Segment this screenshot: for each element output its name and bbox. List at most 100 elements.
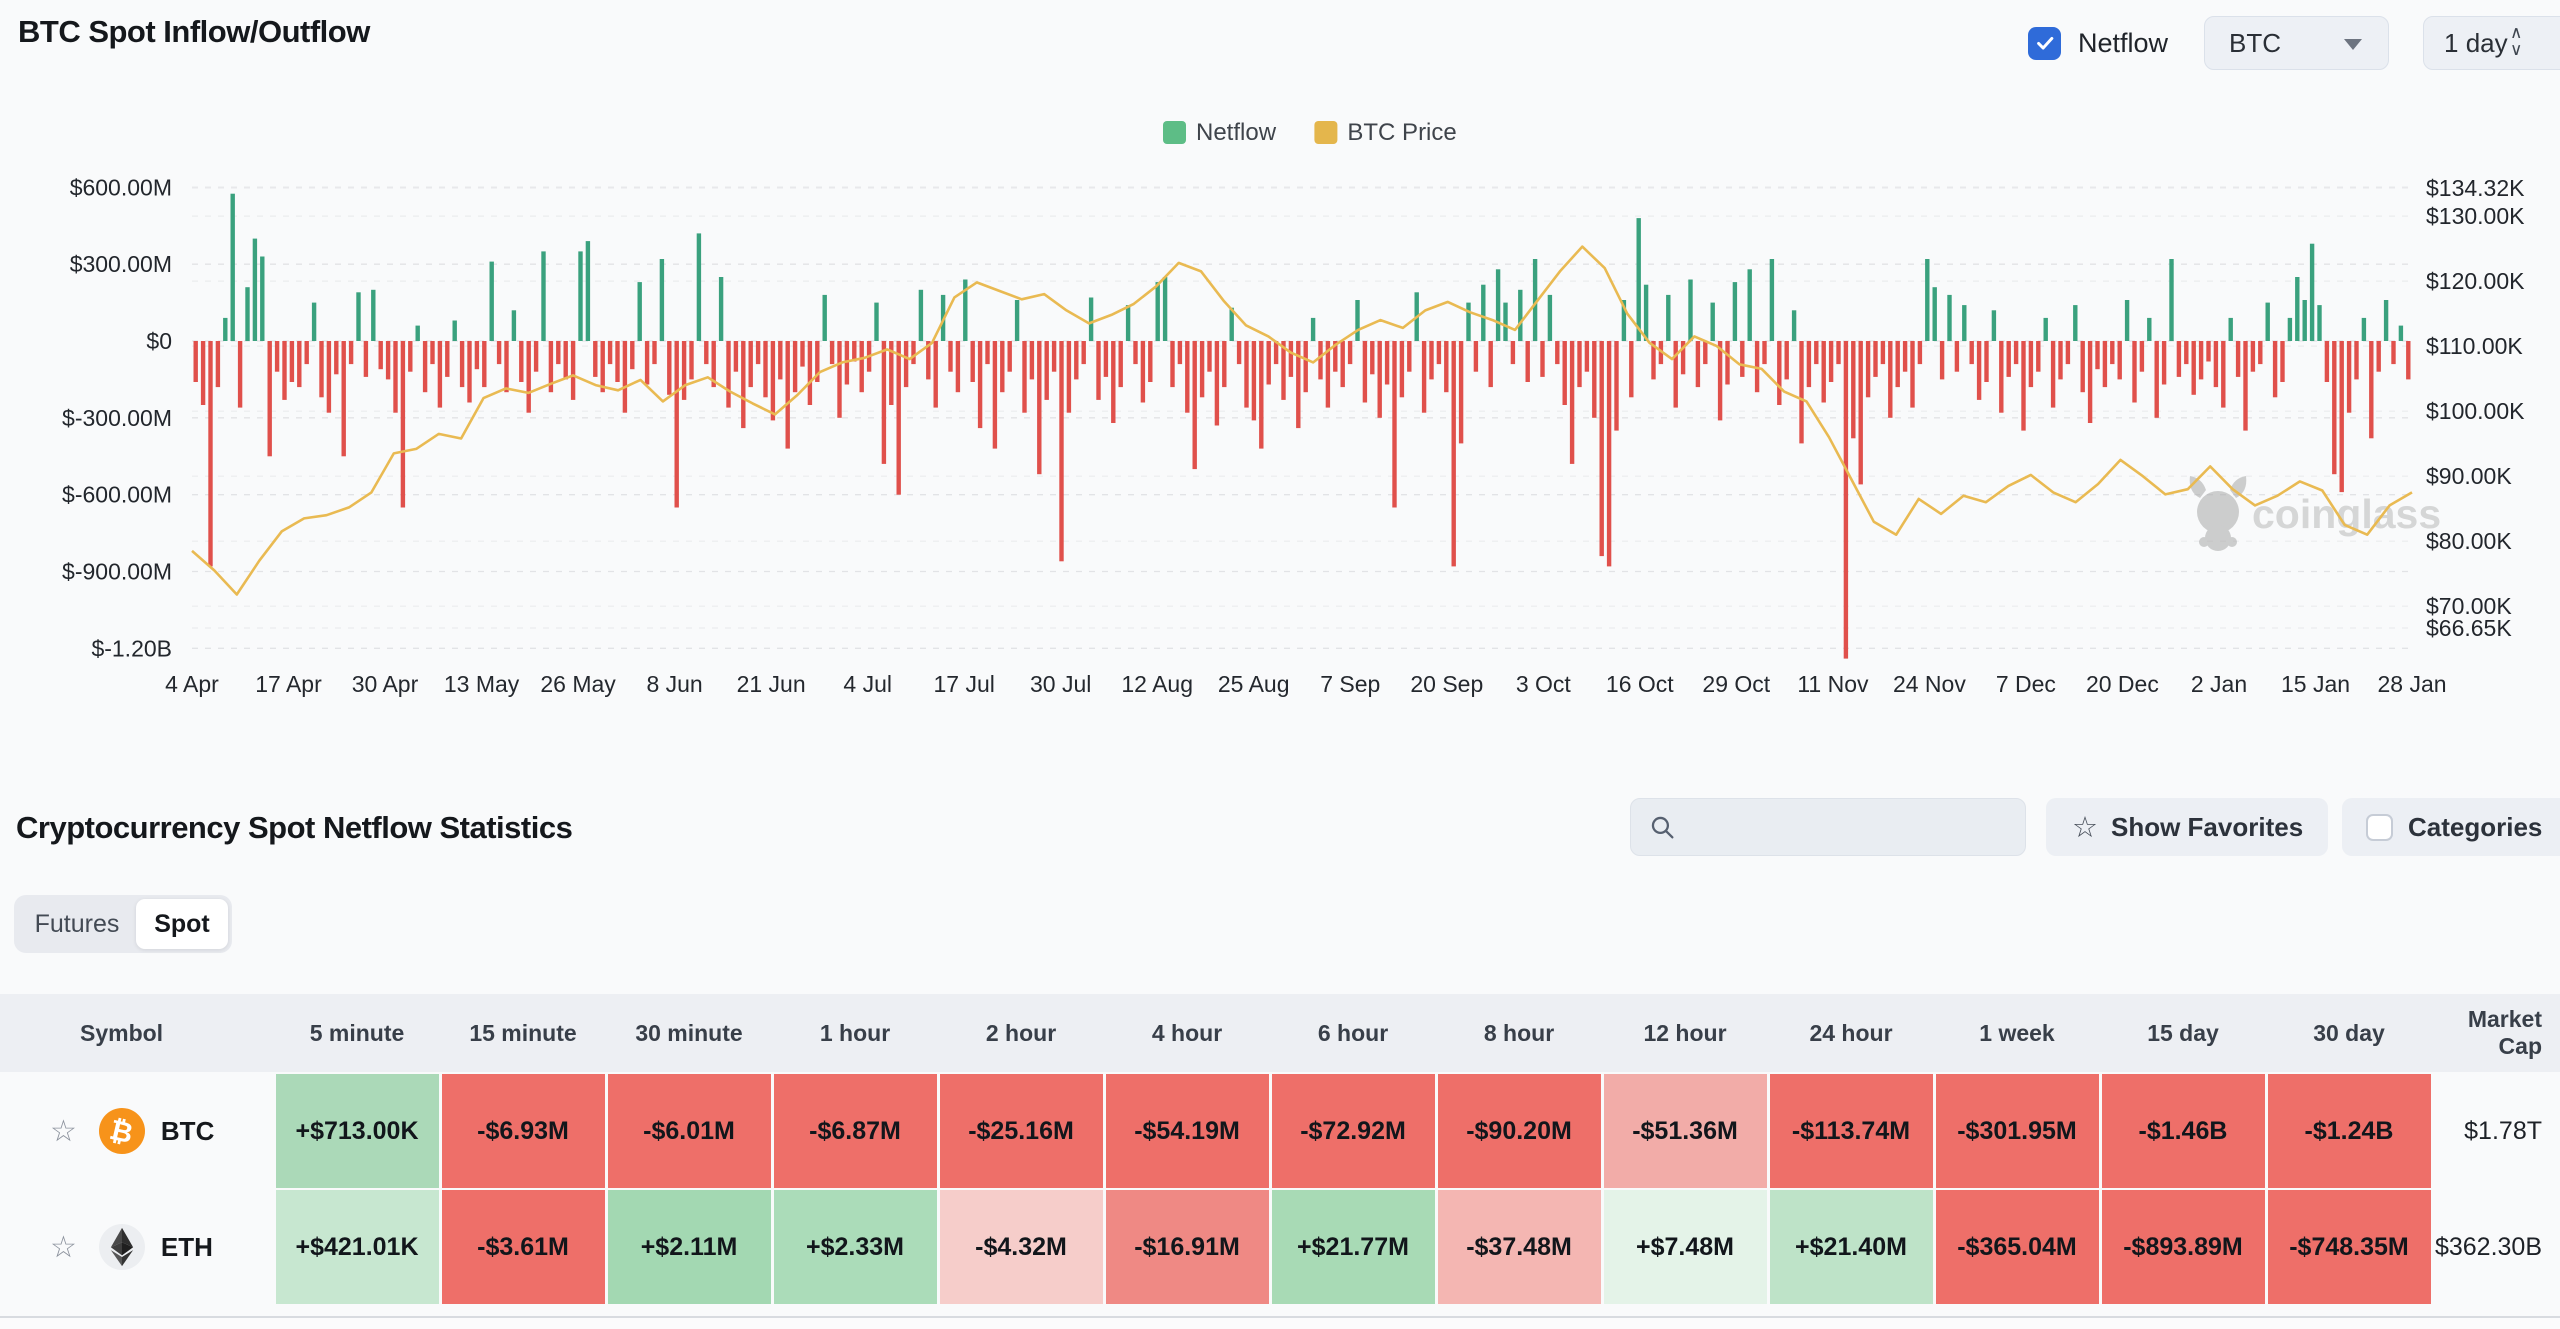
netflow-bar[interactable] xyxy=(1547,294,1553,341)
netflow-bar[interactable] xyxy=(356,292,361,341)
netflow-bar[interactable] xyxy=(622,341,628,413)
netflow-bar[interactable] xyxy=(644,341,650,385)
netflow-bar[interactable] xyxy=(1814,341,1819,365)
netflow-bar[interactable] xyxy=(2369,341,2374,439)
netflow-bar[interactable] xyxy=(2102,341,2108,388)
netflow-bar[interactable] xyxy=(933,341,938,408)
netflow-bar[interactable] xyxy=(2391,341,2396,365)
netflow-bar[interactable] xyxy=(1266,341,1271,385)
netflow-bar[interactable] xyxy=(1347,341,1353,365)
netflow-bar[interactable] xyxy=(963,279,968,342)
netflow-bar[interactable] xyxy=(2309,243,2315,341)
netflow-bar[interactable] xyxy=(1140,341,1146,403)
netflow-bar[interactable] xyxy=(1851,341,1856,439)
netflow-bar[interactable] xyxy=(2184,341,2189,365)
netflow-bar[interactable] xyxy=(955,341,961,393)
netflow-bar[interactable] xyxy=(1999,341,2004,413)
netflow-bar[interactable] xyxy=(1984,341,1989,382)
netflow-bar[interactable] xyxy=(1392,341,1397,508)
netflow-bar[interactable] xyxy=(792,341,798,393)
netflow-bar[interactable] xyxy=(1569,341,1575,464)
netflow-bar[interactable] xyxy=(1532,259,1538,341)
netflow-bar[interactable] xyxy=(696,233,702,341)
netflow-bar[interactable] xyxy=(1495,269,1501,341)
netflow-bar[interactable] xyxy=(2050,341,2056,408)
netflow-bar[interactable] xyxy=(556,341,561,365)
netflow-bar[interactable] xyxy=(1384,341,1390,385)
netflow-bar[interactable] xyxy=(2028,341,2034,388)
netflow-bar[interactable] xyxy=(1081,341,1086,365)
netflow-bar[interactable] xyxy=(2243,341,2248,431)
netflow-bar[interactable] xyxy=(1251,341,1257,421)
favorite-star-icon[interactable]: ☆ xyxy=(50,1114,77,1148)
netflow-bar[interactable] xyxy=(1555,341,1560,365)
netflow-bar[interactable] xyxy=(459,341,465,388)
netflow-bar[interactable] xyxy=(770,341,776,421)
netflow-bar[interactable] xyxy=(1281,341,1286,400)
netflow-bar[interactable] xyxy=(2154,341,2159,418)
netflow-bar[interactable] xyxy=(363,341,369,377)
column-header[interactable]: 2 hour xyxy=(985,1019,1057,1046)
netflow-bar[interactable] xyxy=(1828,341,1834,382)
netflow-bar[interactable] xyxy=(607,341,613,365)
netflow-bar[interactable] xyxy=(1784,341,1789,380)
netflow-bar[interactable] xyxy=(903,341,909,388)
netflow-bar[interactable] xyxy=(1925,259,1930,341)
netflow-bar[interactable] xyxy=(1288,341,1294,377)
netflow-bar[interactable] xyxy=(1162,277,1168,341)
netflow-cell[interactable]: -$748.35M xyxy=(2267,1190,2431,1304)
netflow-bar[interactable] xyxy=(785,341,790,449)
netflow-bar[interactable] xyxy=(1606,341,1612,567)
netflow-bar[interactable] xyxy=(541,251,546,341)
netflow-bar[interactable] xyxy=(1185,341,1190,413)
netflow-bar[interactable] xyxy=(1939,341,1945,380)
column-header[interactable]: 12 hour xyxy=(1643,1019,1727,1046)
netflow-bar[interactable] xyxy=(1643,284,1649,341)
netflow-bar[interactable] xyxy=(1362,341,1368,403)
netflow-bar[interactable] xyxy=(992,341,998,449)
netflow-bar[interactable] xyxy=(1584,341,1590,372)
netflow-bar[interactable] xyxy=(430,341,435,365)
netflow-bar[interactable] xyxy=(1458,341,1464,444)
netflow-bar[interactable] xyxy=(1296,341,1301,429)
netflow-bar[interactable] xyxy=(1148,341,1153,382)
netflow-bar[interactable] xyxy=(1799,341,1804,444)
netflow-bar[interactable] xyxy=(371,289,376,341)
netflow-bar[interactable] xyxy=(1303,341,1308,393)
netflow-bar[interactable] xyxy=(926,341,931,380)
netflow-bar[interactable] xyxy=(422,341,428,393)
netflow-bar[interactable] xyxy=(570,341,576,400)
netflow-bar[interactable] xyxy=(1103,341,1109,377)
netflow-bar[interactable] xyxy=(1236,341,1242,365)
netflow-bar[interactable] xyxy=(1170,341,1175,388)
netflow-bar[interactable] xyxy=(474,341,480,370)
netflow-bar[interactable] xyxy=(1421,341,1427,413)
netflow-bar[interactable] xyxy=(1976,341,1982,400)
netflow-bar[interactable] xyxy=(2258,341,2263,365)
coin-symbol[interactable]: BTC xyxy=(160,1115,215,1146)
netflow-bar[interactable] xyxy=(1888,341,1893,418)
netflow-bar[interactable] xyxy=(511,310,517,341)
netflow-bar[interactable] xyxy=(489,261,494,341)
netflow-cell[interactable]: -$54.19M xyxy=(1105,1074,1269,1188)
netflow-bar[interactable] xyxy=(2213,341,2219,388)
netflow-bar[interactable] xyxy=(415,325,420,341)
netflow-bar[interactable] xyxy=(593,341,598,377)
netflow-bar[interactable] xyxy=(319,341,324,398)
netflow-bar[interactable] xyxy=(2176,341,2182,377)
netflow-bar[interactable] xyxy=(1518,289,1523,341)
stepper-arrows-icon[interactable]: ∧ ∨ xyxy=(2510,23,2523,59)
netflow-bar[interactable] xyxy=(1207,341,1212,372)
netflow-bar[interactable] xyxy=(1740,341,1745,377)
netflow-bar[interactable] xyxy=(1821,341,1826,403)
netflow-bar[interactable] xyxy=(1614,341,1619,431)
netflow-bar[interactable] xyxy=(2087,341,2093,423)
netflow-bar[interactable] xyxy=(237,341,243,408)
netflow-bar[interactable] xyxy=(311,302,317,341)
netflow-bar[interactable] xyxy=(504,341,509,393)
tab-spot[interactable]: Spot xyxy=(136,899,228,949)
netflow-cell[interactable]: +$21.40M xyxy=(1769,1190,1933,1304)
netflow-bar[interactable] xyxy=(2161,341,2167,385)
netflow-cell[interactable]: +$421.01K xyxy=(275,1190,439,1304)
netflow-bar[interactable] xyxy=(326,341,332,413)
